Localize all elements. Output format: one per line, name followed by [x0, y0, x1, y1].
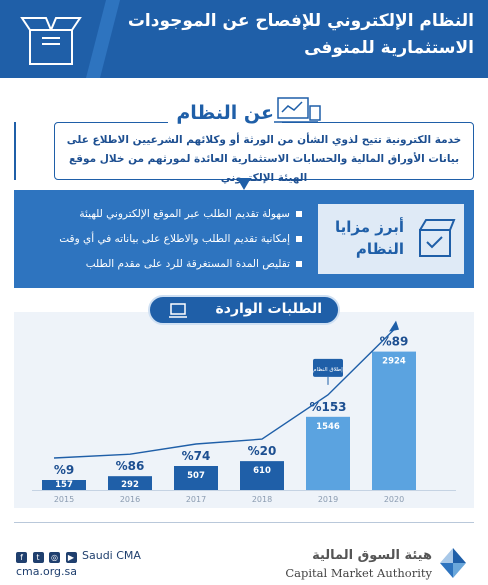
bar — [108, 476, 152, 490]
requests-bar-chart: 157 2015 %9 292 2016 %86 507 2017 %74 610 2018 %20 1… — [32, 320, 456, 504]
bar — [306, 416, 350, 490]
about-section: خدمة الكترونية تتيح لذوي الشأن من الورثة… — [14, 97, 474, 184]
list-item: سهولة تقديم الطلب عبر الموقع الإلكتروني … — [32, 202, 302, 227]
bar — [372, 351, 416, 490]
trend-line — [53, 329, 395, 459]
header-diagonal-accent — [86, 0, 120, 78]
about-box: خدمة الكترونية تتيح لذوي الشأن من الورثة… — [54, 122, 474, 184]
open-box-icon — [20, 17, 82, 65]
cma-logo-icon — [440, 548, 466, 578]
x-tick-label: 2019 — [318, 495, 338, 504]
website-link[interactable]: cma.org.sa — [16, 565, 78, 578]
x-tick-label: 2017 — [186, 495, 206, 504]
laptop-icon — [169, 303, 187, 318]
bullet-icon — [296, 236, 302, 242]
header-banner: النظام الإلكتروني للإفصاح عن الموجودات ا… — [0, 0, 488, 78]
footer-divider — [14, 522, 474, 523]
bar-value-label: 2924 — [382, 357, 406, 367]
org-name-arabic: هيئة السوق المالية — [312, 548, 432, 563]
about-description: خدمة الكترونية تتيح لذوي الشأن من الورثة… — [66, 134, 462, 184]
bar-value-label: 610 — [253, 466, 271, 476]
x-tick-label: 2015 — [54, 495, 74, 504]
features-title: أبرز مزايا النظام — [335, 218, 404, 258]
growth-label: %153 — [309, 400, 346, 414]
twitter-icon[interactable]: t — [32, 552, 44, 563]
growth-label: %86 — [116, 459, 145, 473]
x-tick-label: 2016 — [120, 495, 140, 504]
features-title-panel: أبرز مزايا النظام — [318, 204, 464, 274]
bullet-icon — [296, 211, 302, 217]
requests-title: الطلبات الواردة — [215, 301, 322, 317]
checklist-box-icon — [419, 219, 456, 257]
org-name-english: Capital Market Authority — [285, 566, 432, 580]
list-item: إمكانية تقديم الطلب والاطلاع على بياناته… — [32, 227, 302, 252]
bar-value-label: 507 — [187, 471, 205, 481]
annotation-label: إطلاق النظام — [313, 367, 343, 373]
bullet-icon — [296, 261, 302, 267]
about-left-bracket — [14, 122, 54, 180]
youtube-icon[interactable]: ▶ — [65, 552, 77, 563]
page-title: النظام الإلكتروني للإفصاح عن الموجودات ا… — [127, 11, 474, 58]
trend-arrow-head — [389, 320, 399, 332]
social-handle: Saudi CMA — [82, 549, 141, 562]
x-tick-label: 2018 — [252, 495, 272, 504]
x-tick-label: 2020 — [384, 495, 404, 504]
about-title: عن النظام — [168, 102, 282, 124]
facebook-icon[interactable]: f — [16, 552, 27, 563]
instagram-icon[interactable]: ◎ — [49, 552, 60, 563]
chevron-down-icon — [237, 178, 251, 190]
growth-label: %20 — [248, 444, 277, 458]
bar-value-label: 1546 — [316, 422, 340, 432]
growth-label: %9 — [54, 463, 74, 477]
bar — [174, 466, 218, 490]
social-links: f t ◎ ▶ Saudi CMA — [16, 549, 141, 563]
features-list: سهولة تقديم الطلب عبر الموقع الإلكتروني … — [32, 202, 302, 277]
growth-label: %74 — [182, 449, 211, 463]
list-item: تقليص المدة المستغرقة للرد على مقدم الطل… — [32, 252, 302, 277]
bar — [42, 480, 86, 490]
bar-value-label: 292 — [121, 480, 139, 490]
annotation-badge — [313, 358, 343, 377]
monitor-chart-icon — [274, 97, 321, 123]
bar-value-label: 157 — [55, 480, 73, 490]
requests-title-badge: الطلبات الواردة — [148, 295, 340, 325]
bar — [240, 461, 284, 490]
growth-label: %89 — [380, 335, 409, 349]
features-section: سهولة تقديم الطلب عبر الموقع الإلكتروني … — [14, 190, 474, 288]
